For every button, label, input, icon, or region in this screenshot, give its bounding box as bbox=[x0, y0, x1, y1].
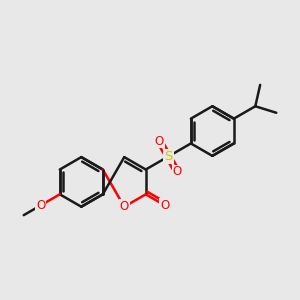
Text: O: O bbox=[36, 199, 46, 212]
Text: O: O bbox=[155, 134, 164, 148]
Text: O: O bbox=[160, 199, 169, 212]
Text: O: O bbox=[120, 200, 129, 213]
Text: O: O bbox=[172, 166, 182, 178]
Text: S: S bbox=[164, 150, 172, 163]
